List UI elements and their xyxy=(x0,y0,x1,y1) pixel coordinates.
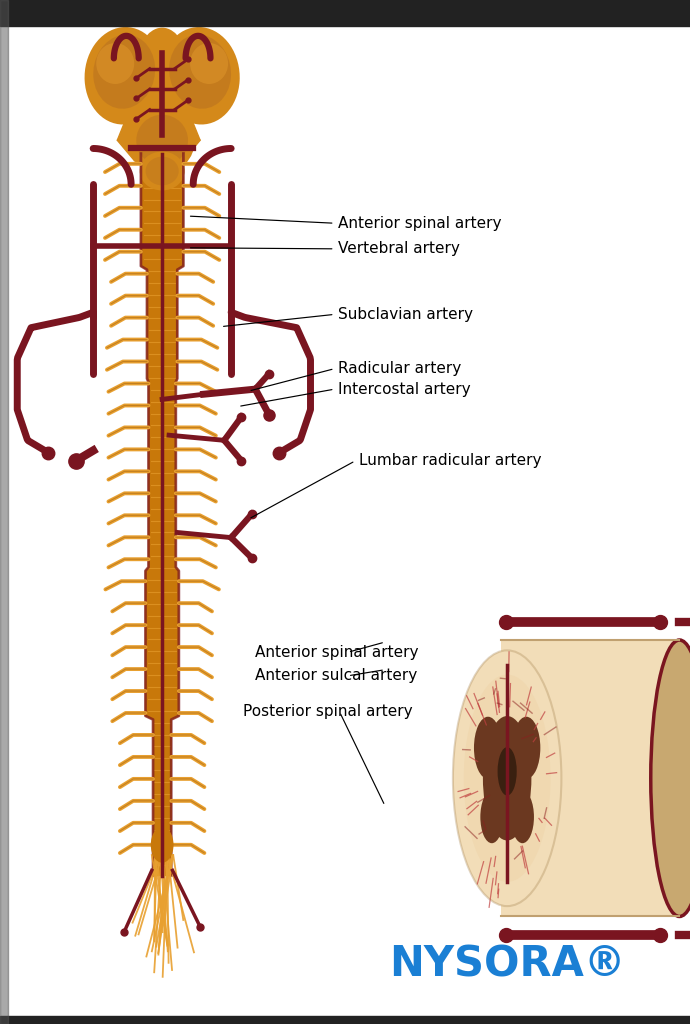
Ellipse shape xyxy=(146,157,179,185)
Text: Anterior spinal artery: Anterior spinal artery xyxy=(338,216,502,230)
Polygon shape xyxy=(155,99,166,171)
Ellipse shape xyxy=(480,791,503,843)
Ellipse shape xyxy=(651,640,690,916)
Ellipse shape xyxy=(190,43,228,84)
Polygon shape xyxy=(135,99,166,171)
Ellipse shape xyxy=(136,115,188,166)
Ellipse shape xyxy=(135,28,190,120)
Ellipse shape xyxy=(93,35,155,109)
Text: Lumbar radicular artery: Lumbar radicular artery xyxy=(359,454,541,468)
Text: Intercostal artery: Intercostal artery xyxy=(338,382,471,396)
Polygon shape xyxy=(141,154,184,876)
Polygon shape xyxy=(159,99,200,140)
Text: Anterior spinal artery: Anterior spinal artery xyxy=(255,645,419,659)
Ellipse shape xyxy=(85,27,164,125)
Polygon shape xyxy=(159,99,200,161)
Polygon shape xyxy=(117,99,166,140)
Ellipse shape xyxy=(169,35,231,109)
Text: Anterior sulcal artery: Anterior sulcal artery xyxy=(255,669,417,683)
Ellipse shape xyxy=(150,827,173,862)
Text: Subclavian artery: Subclavian artery xyxy=(338,307,473,322)
Text: Radicular artery: Radicular artery xyxy=(338,361,462,376)
Ellipse shape xyxy=(474,717,502,779)
Bar xyxy=(501,640,680,916)
Bar xyxy=(0,0,690,26)
Ellipse shape xyxy=(129,106,195,173)
Ellipse shape xyxy=(483,716,531,841)
Polygon shape xyxy=(159,99,183,171)
Bar xyxy=(0,0,8,1024)
Ellipse shape xyxy=(453,650,562,906)
Polygon shape xyxy=(117,99,166,161)
Text: Posterior spinal artery: Posterior spinal artery xyxy=(243,705,413,719)
Ellipse shape xyxy=(511,791,534,843)
Text: NYSORA®: NYSORA® xyxy=(389,943,625,986)
Ellipse shape xyxy=(497,748,517,796)
Ellipse shape xyxy=(96,43,134,84)
Text: Vertebral artery: Vertebral artery xyxy=(338,242,460,256)
Ellipse shape xyxy=(139,152,184,190)
Ellipse shape xyxy=(161,27,239,125)
Ellipse shape xyxy=(512,717,540,779)
Ellipse shape xyxy=(464,675,551,882)
Bar xyxy=(0,1016,690,1024)
